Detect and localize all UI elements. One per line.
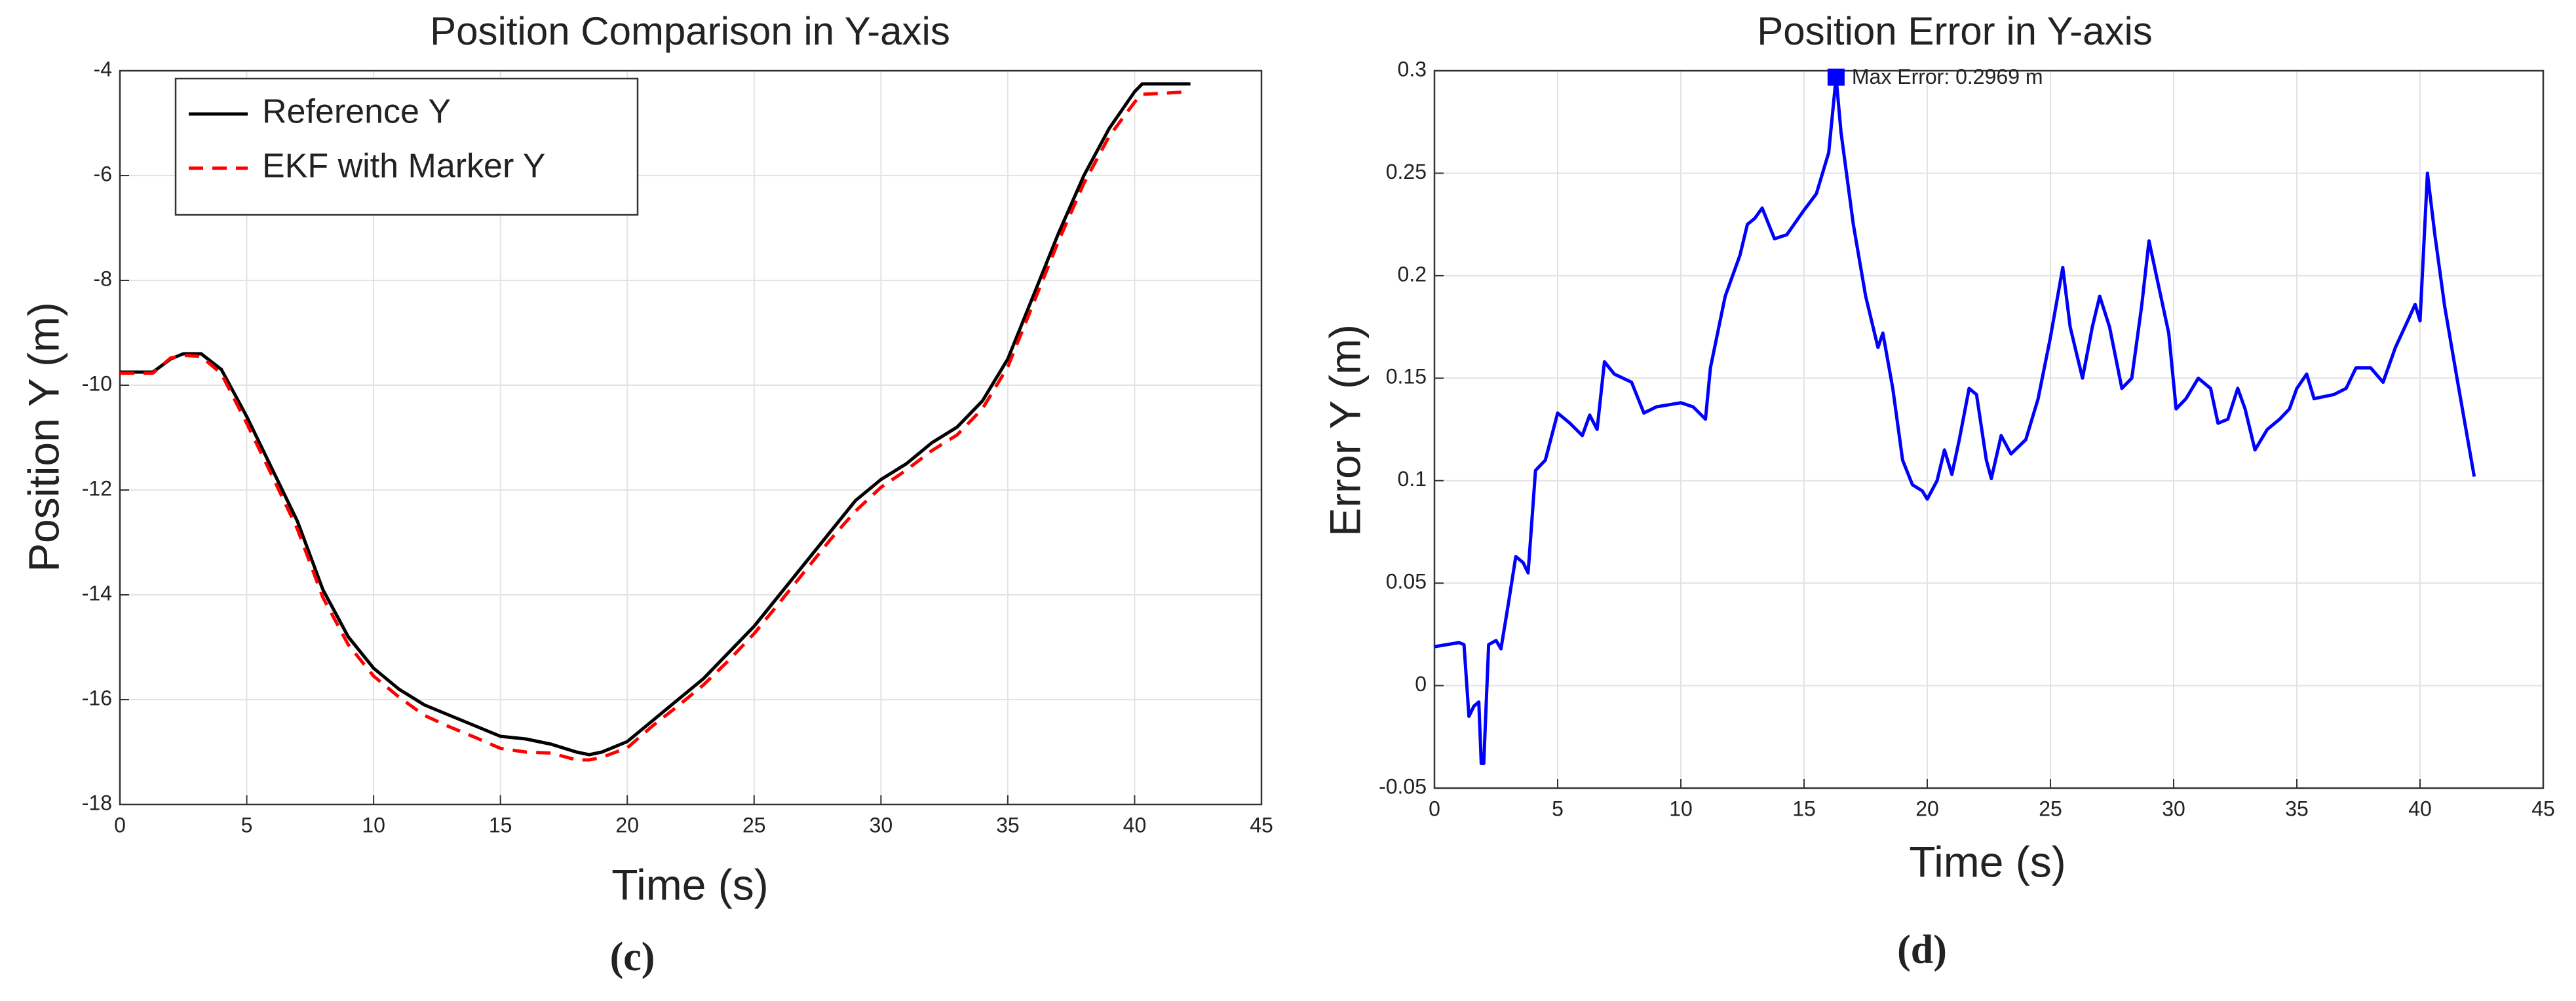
chart-title: Position Error in Y-axis (1757, 9, 2153, 53)
y-tick-label: -12 (82, 476, 112, 500)
x-tick-label: 40 (2408, 797, 2432, 820)
plot-area (1434, 71, 2543, 788)
x-tick-label: 30 (2162, 797, 2185, 820)
y-tick-label: 0.3 (1398, 57, 1427, 81)
y-tick-label: 0 (1415, 672, 1427, 696)
y-tick-label: -6 (94, 162, 112, 185)
x-tick-label: 45 (1250, 813, 1273, 837)
x-tick-label: 20 (615, 813, 639, 837)
y-tick-label: -14 (82, 581, 112, 605)
x-axis-label: Time (s) (611, 860, 769, 909)
y-tick-label: 0.1 (1398, 467, 1427, 491)
data-line (120, 90, 1191, 762)
x-tick-label: 5 (1552, 797, 1564, 820)
x-tick-label: 0 (114, 813, 126, 837)
x-tick-label: 30 (870, 813, 893, 837)
y-axis-label: Position Y (m) (19, 302, 67, 572)
x-tick-label: 10 (1669, 797, 1693, 820)
x-tick-label: 15 (1792, 797, 1816, 820)
y-tick-label: -4 (94, 57, 112, 81)
data-line (1434, 75, 2476, 765)
x-tick-label: 5 (241, 813, 253, 837)
x-axis-label: Time (s) (1909, 837, 2066, 886)
y-axis-label: Error Y (m) (1320, 324, 1369, 537)
y-tick-label: 0.15 (1386, 365, 1427, 388)
x-tick-label: 20 (1915, 797, 1939, 820)
y-tick-label: -8 (94, 267, 112, 290)
plot-frame (119, 69, 1263, 806)
caption: (c) (610, 935, 655, 979)
chart-title: Position Comparison in Y-axis (430, 9, 950, 53)
x-tick-label: 25 (742, 813, 766, 837)
y-tick-label: -0.05 (1379, 774, 1427, 798)
x-tick-label: 40 (1123, 813, 1147, 837)
x-tick-label: 35 (2285, 797, 2309, 820)
x-tick-label: 10 (362, 813, 385, 837)
x-tick-label: 35 (996, 813, 1020, 837)
annotation: Max Error: 0.2969 m (1852, 65, 2043, 88)
y-tick-label: 0.25 (1386, 160, 1427, 183)
x-tick-label: 25 (2039, 797, 2062, 820)
data-line (120, 82, 1191, 757)
max-marker (1827, 68, 1845, 86)
x-tick-label: 0 (1429, 797, 1440, 820)
y-tick-label: 0.2 (1398, 262, 1427, 286)
y-tick-label: 0.05 (1386, 570, 1427, 594)
plot-frame (1433, 69, 2545, 789)
y-tick-label: -18 (82, 791, 112, 814)
y-tick-label: -10 (82, 371, 112, 395)
y-tick-label: -16 (82, 686, 112, 709)
caption: (d) (1897, 928, 1947, 972)
legend-label: Reference Y (262, 93, 451, 131)
x-tick-label: 45 (2531, 797, 2555, 820)
legend-box (174, 77, 639, 216)
legend-label: EKF with Marker Y (262, 147, 545, 185)
x-tick-label: 15 (489, 813, 512, 837)
